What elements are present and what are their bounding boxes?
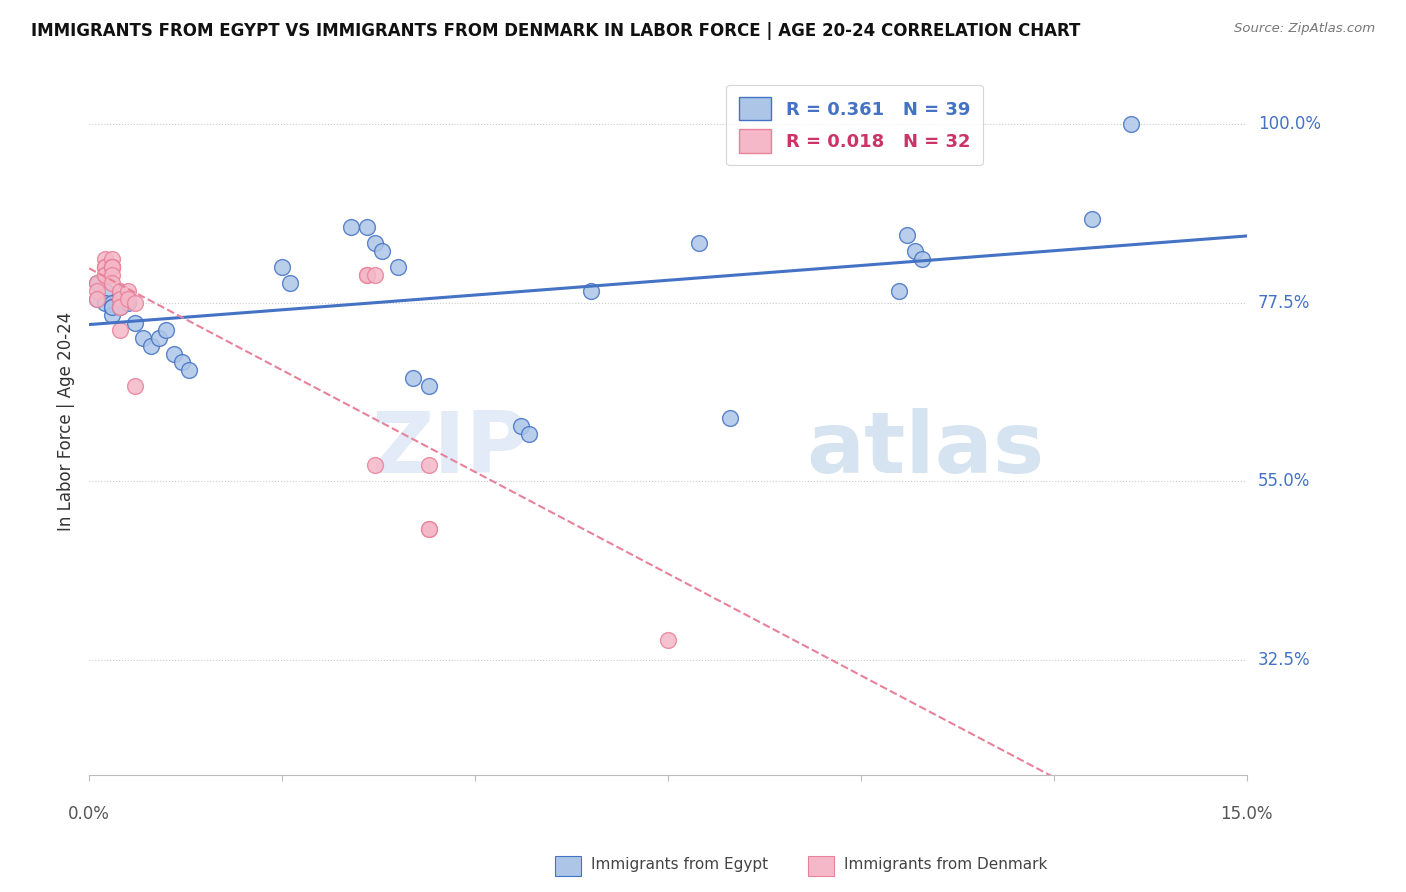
Point — [688, 236, 710, 251]
Point — [363, 458, 385, 473]
Point — [108, 292, 131, 306]
Point — [418, 458, 440, 473]
Text: Immigrants from Egypt: Immigrants from Egypt — [591, 857, 768, 872]
Text: 32.5%: 32.5% — [1258, 651, 1310, 669]
Point — [356, 220, 378, 235]
Point — [93, 268, 115, 282]
Text: atlas: atlas — [807, 409, 1045, 491]
Point — [579, 284, 602, 298]
Point — [340, 220, 363, 235]
Point — [93, 252, 115, 266]
Point — [101, 300, 124, 314]
Point — [108, 292, 131, 306]
Text: IMMIGRANTS FROM EGYPT VS IMMIGRANTS FROM DENMARK IN LABOR FORCE | AGE 20-24 CORR: IMMIGRANTS FROM EGYPT VS IMMIGRANTS FROM… — [31, 22, 1080, 40]
Point — [657, 632, 679, 647]
Point — [896, 228, 918, 243]
Legend: R = 0.361   N = 39, R = 0.018   N = 32: R = 0.361 N = 39, R = 0.018 N = 32 — [725, 85, 983, 165]
Point — [356, 268, 378, 282]
Point — [86, 292, 108, 306]
Point — [101, 260, 124, 274]
Point — [911, 252, 934, 266]
Point — [363, 268, 385, 282]
Point — [402, 371, 425, 385]
Point — [418, 522, 440, 536]
Point — [93, 260, 115, 274]
Point — [93, 260, 115, 274]
Point — [363, 236, 385, 251]
Point — [117, 295, 139, 310]
Point — [356, 268, 378, 282]
Point — [124, 379, 146, 393]
Point — [117, 284, 139, 298]
Point — [132, 331, 155, 345]
Point — [86, 292, 108, 306]
Text: 100.0%: 100.0% — [1258, 115, 1320, 133]
Text: 0.0%: 0.0% — [67, 805, 110, 823]
Point — [387, 260, 409, 274]
Point — [101, 260, 124, 274]
Point — [371, 244, 394, 258]
Point — [108, 284, 131, 298]
Point — [93, 295, 115, 310]
Point — [148, 331, 170, 345]
Point — [517, 426, 540, 441]
Point — [86, 276, 108, 290]
Point — [108, 300, 131, 314]
Point — [510, 418, 533, 433]
Point — [718, 410, 741, 425]
Point — [139, 339, 162, 353]
Point — [418, 522, 440, 536]
Point — [904, 244, 927, 258]
Point — [163, 347, 186, 361]
Text: Immigrants from Denmark: Immigrants from Denmark — [844, 857, 1047, 872]
Point — [155, 323, 177, 337]
Point — [86, 276, 108, 290]
Point — [93, 268, 115, 282]
Text: 55.0%: 55.0% — [1258, 472, 1310, 491]
Point — [101, 252, 124, 266]
Point — [889, 284, 911, 298]
Point — [170, 355, 193, 369]
Point — [101, 308, 124, 322]
Point — [101, 300, 124, 314]
Point — [278, 276, 301, 290]
Point — [101, 260, 124, 274]
Text: 15.0%: 15.0% — [1220, 805, 1272, 823]
Point — [124, 316, 146, 330]
Point — [93, 260, 115, 274]
Point — [101, 276, 124, 290]
Point — [101, 295, 124, 310]
Text: ZIP: ZIP — [371, 409, 529, 491]
Point — [86, 284, 108, 298]
Point — [117, 292, 139, 306]
Point — [1081, 212, 1104, 227]
Point — [93, 284, 115, 298]
Text: Source: ZipAtlas.com: Source: ZipAtlas.com — [1234, 22, 1375, 36]
Bar — [555, 856, 581, 876]
Point — [101, 260, 124, 274]
Point — [124, 295, 146, 310]
Point — [418, 379, 440, 393]
Text: 77.5%: 77.5% — [1258, 293, 1310, 311]
Y-axis label: In Labor Force | Age 20-24: In Labor Force | Age 20-24 — [58, 312, 75, 532]
Point — [1119, 117, 1142, 131]
Bar — [808, 856, 834, 876]
Point — [101, 268, 124, 282]
Point — [108, 300, 131, 314]
Point — [179, 363, 201, 377]
Point — [271, 260, 294, 274]
Point — [108, 323, 131, 337]
